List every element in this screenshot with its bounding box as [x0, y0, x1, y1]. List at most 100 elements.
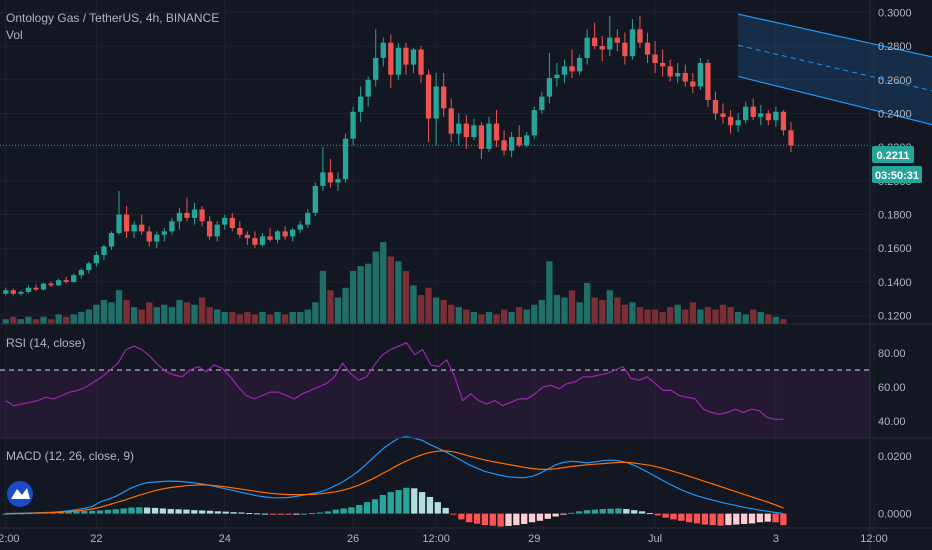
- candle-body: [780, 111, 787, 131]
- candle-body: [388, 42, 394, 75]
- volume-bar: [130, 307, 138, 324]
- candlesticks[interactable]: [3, 15, 794, 296]
- candle-body: [63, 280, 69, 282]
- candle-body: [622, 42, 628, 57]
- channel-upper-line: [737, 13, 932, 58]
- macd-histogram-bar: [379, 494, 386, 514]
- volume-bar: [712, 309, 719, 324]
- macd-histogram-bar: [363, 502, 371, 514]
- macd-histogram-bar: [316, 512, 324, 514]
- candle-body: [705, 62, 711, 100]
- candle-body: [531, 110, 537, 136]
- candle-body: [524, 135, 530, 146]
- macd-histogram-bar: [340, 508, 347, 514]
- volume-bar: [636, 307, 644, 324]
- volume-bar: [674, 304, 681, 324]
- volume-bar: [561, 297, 568, 324]
- macd-histogram-bar: [167, 509, 174, 514]
- rsi-tick-label: 60.00: [878, 382, 906, 394]
- volume-bar: [440, 299, 447, 324]
- macd-histogram-bar: [670, 513, 677, 520]
- macd-histogram-bar: [442, 507, 449, 514]
- macd-panel[interactable]: [2, 435, 787, 527]
- volume-bar: [349, 270, 357, 324]
- volume-bars: [2, 242, 787, 324]
- volume-bar: [70, 314, 77, 324]
- macd-histogram-bar: [183, 509, 190, 514]
- macd-histogram-bar: [395, 490, 402, 514]
- volume-bar: [153, 307, 160, 324]
- macd-line: [5, 435, 784, 515]
- volume-bar: [493, 314, 500, 324]
- volume-bar: [772, 316, 780, 324]
- candle-body: [320, 172, 326, 186]
- macd-histogram-bar: [293, 513, 300, 515]
- volume-bar: [206, 307, 213, 324]
- candle-body: [516, 137, 522, 146]
- candle-body: [546, 78, 553, 97]
- time-tick-label: 3: [773, 533, 779, 545]
- tradingview-logo[interactable]: [7, 481, 33, 507]
- time-tick-label: 12:00: [422, 533, 450, 545]
- macd-histogram-bar: [89, 510, 96, 514]
- volume-bar: [470, 311, 478, 324]
- candle-body: [267, 236, 273, 240]
- volume-bar: [78, 311, 85, 324]
- macd-histogram-bar: [638, 511, 646, 514]
- volume-bar: [334, 297, 342, 324]
- candle-body: [71, 275, 77, 282]
- volume-bar: [682, 309, 689, 324]
- candle-body: [10, 290, 16, 294]
- candle-body: [576, 57, 583, 72]
- candle-body: [554, 74, 560, 79]
- candle-body: [55, 280, 62, 286]
- price-tick-label: 0.2800: [878, 41, 912, 53]
- volume-bar: [614, 297, 621, 324]
- macd-histogram-bar: [81, 511, 88, 514]
- volume-bar: [372, 251, 379, 324]
- volume-bar: [100, 299, 108, 324]
- time-tick-label: 12:00: [0, 533, 20, 545]
- macd-histogram-bar: [615, 508, 622, 514]
- volume-bar: [583, 283, 591, 324]
- volume-bar: [395, 261, 402, 324]
- macd-histogram-bar: [678, 513, 685, 521]
- candle-body: [252, 238, 258, 245]
- rsi-panel[interactable]: [0, 342, 870, 439]
- descending-channel[interactable]: [737, 13, 932, 241]
- candle-body: [40, 283, 47, 290]
- volume-bar: [538, 299, 545, 324]
- volume-bar: [259, 311, 266, 324]
- macd-histogram-bar: [709, 513, 716, 526]
- candle-body: [342, 138, 349, 180]
- macd-histogram-bar: [332, 509, 339, 514]
- candle-body: [765, 113, 771, 121]
- macd-histogram-bar: [458, 513, 465, 520]
- macd-histogram-bar: [583, 510, 591, 514]
- macd-histogram-bar: [646, 513, 654, 515]
- candle-body: [206, 221, 213, 237]
- macd-histogram-bar: [497, 513, 504, 527]
- macd-histogram-bar: [199, 510, 206, 514]
- volume-bar: [289, 311, 296, 324]
- candle-body: [471, 125, 477, 138]
- macd-histogram-bar: [426, 496, 434, 514]
- macd-histogram-bar: [756, 513, 764, 523]
- macd-histogram-bar: [230, 512, 237, 514]
- candle-body: [561, 66, 568, 75]
- macd-histogram-bar: [544, 513, 551, 519]
- volume-bar: [485, 311, 493, 324]
- volume-bar: [221, 311, 228, 324]
- volume-bar: [63, 316, 70, 324]
- candle-body: [335, 179, 341, 183]
- rsi-tick-label: 40.00: [878, 416, 906, 428]
- candle-body: [675, 73, 681, 77]
- volume-bar: [32, 319, 40, 324]
- volume-bar: [183, 302, 191, 324]
- macd-histogram-bar: [473, 513, 481, 524]
- macd-histogram-bar: [120, 508, 127, 514]
- candle-body: [441, 86, 447, 109]
- macd-histogram-bar: [607, 508, 614, 514]
- macd-histogram-bar: [466, 513, 473, 523]
